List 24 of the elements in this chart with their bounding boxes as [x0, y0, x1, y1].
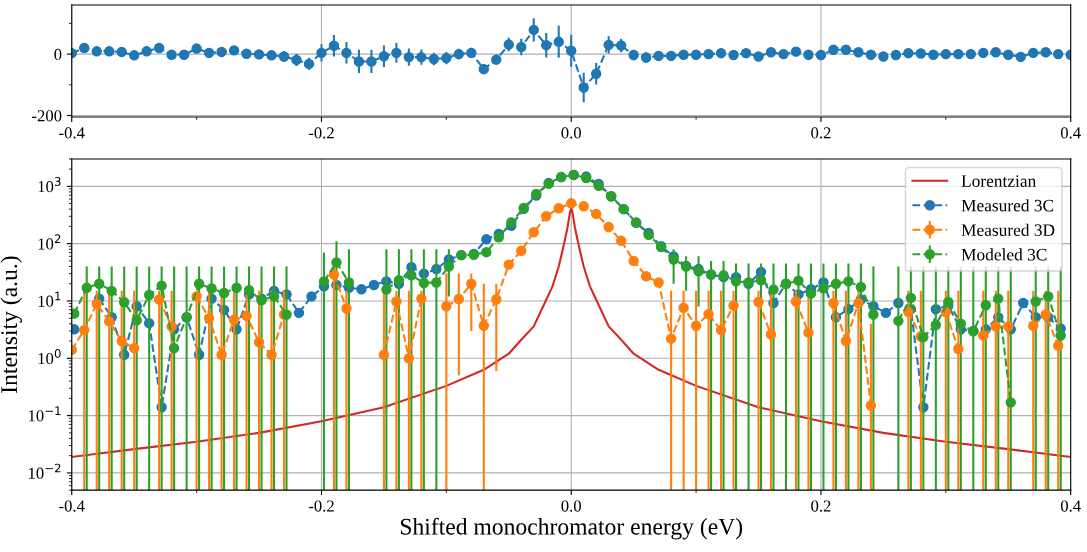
legend-label: Modeled 3C — [961, 248, 1047, 261]
x-tick-label: 0.2 — [811, 500, 831, 512]
legend-label: Measured 3D — [961, 223, 1055, 236]
x-tick-label: 0.4 — [1060, 127, 1081, 139]
x-tick-label: 0.0 — [561, 500, 581, 512]
y-tick-label: 10$^{−2}$ — [28, 463, 61, 479]
y-tick-label: 10$^{2}$ — [38, 234, 61, 250]
x-tick-label: 0.2 — [811, 127, 831, 139]
y-tick-label: 10$^{3}$ — [38, 177, 61, 193]
y-tick-label: 10$^{1}$ — [38, 291, 61, 307]
x-tick-label: -0.2 — [308, 127, 334, 139]
legend-label: Lorentzian — [961, 175, 1036, 187]
x-tick-label: -0.4 — [59, 127, 85, 139]
x-tick-label: 0.0 — [561, 127, 581, 139]
x-tick-label: -0.2 — [308, 500, 334, 512]
y-tick-label: -200 — [32, 110, 62, 122]
legend-label: Measured 3C — [961, 199, 1054, 212]
y-tick-label: 0 — [54, 48, 62, 61]
y-tick-label: 10$^{−1}$ — [28, 406, 61, 422]
x-tick-label: 0.4 — [1060, 500, 1081, 512]
y-axis-title: Intensity (a.u.) — [0, 256, 22, 393]
y-tick-label: 10$^{0}$ — [38, 349, 61, 365]
x-tick-label: -0.4 — [59, 500, 85, 512]
x-axis-title: Shifted monochromator energy (eV) — [400, 517, 743, 540]
